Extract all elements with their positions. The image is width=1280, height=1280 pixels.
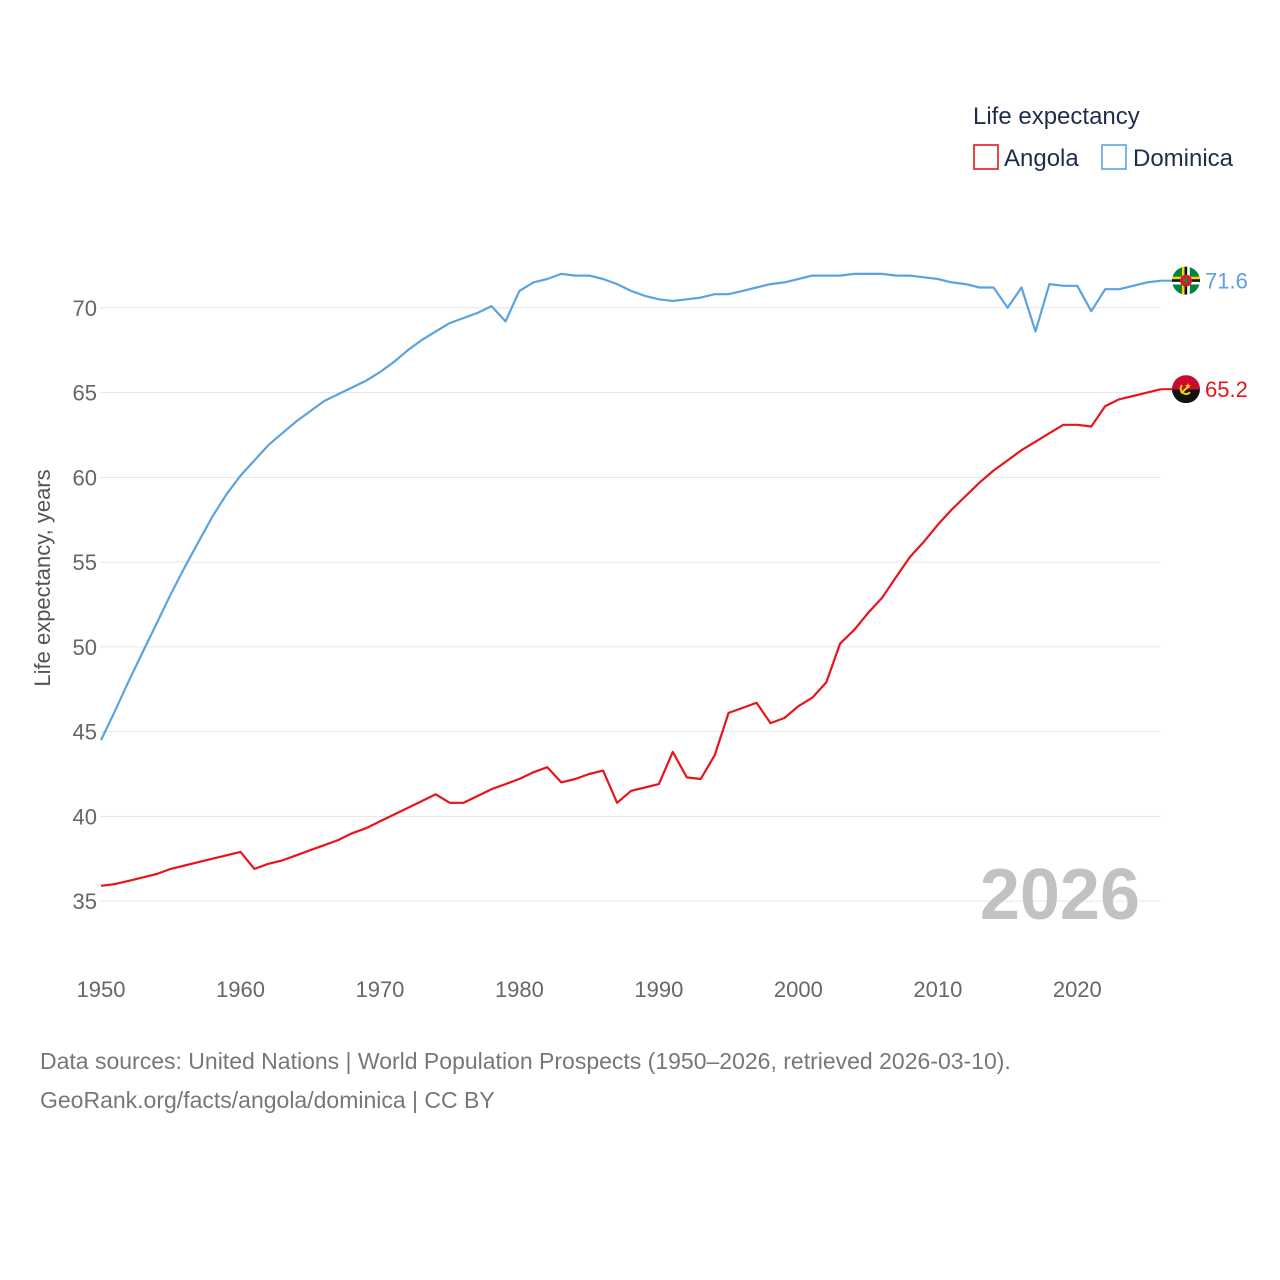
y-axis-ticks: 35 40 45 50 55 60 65 70 [73,296,97,914]
x-tick-label: 2020 [1053,977,1102,1002]
series-line-dominica [100,272,1162,741]
current-year-watermark: 2026 [980,855,1140,935]
end-label-dominica: 71.6 [1205,269,1248,294]
y-tick-label: 40 [73,804,97,829]
y-axis-title: Life expectancy, years [30,469,55,686]
y-tick-label: 50 [73,635,97,660]
y-tick-label: 65 [73,381,97,406]
y-tick-label: 45 [73,720,97,745]
x-tick-label: 2010 [913,977,962,1002]
legend-item-angola[interactable]: Angola [973,144,1079,172]
x-tick-label: 1960 [216,977,265,1002]
legend-label-angola: Angola [1004,145,1079,172]
legend-item-dominica[interactable]: Dominica [1101,144,1234,172]
legend-label-dominica: Dominica [1133,145,1234,172]
legend-swatch-angola [973,144,999,170]
y-tick-label: 35 [73,889,97,914]
y-tick-label: 60 [73,465,97,490]
source-link[interactable]: GeoRank.org/facts/angola/dominica | CC B… [40,1087,495,1113]
legend-title: Life expectancy [973,103,1140,130]
angola-flag-icon [1172,375,1200,404]
end-marker-dominica: 71.6 [1161,266,1248,295]
data-sources-note: Data sources: United Nations | World Pop… [40,1048,1011,1074]
footer: Data sources: United Nations | World Pop… [40,1042,1011,1120]
series-line-angola [100,388,1162,887]
life-expectancy-chart: 35 40 45 50 55 60 65 70 1950 1960 1970 1980 1990 200… [30,103,1248,1002]
legend-swatch-dominica [1101,144,1127,170]
x-tick-label: 1990 [634,977,683,1002]
y-tick-label: 70 [73,296,97,321]
x-axis-ticks: 1950 1960 1970 1980 1990 2000 2010 2020 [77,977,1102,1002]
end-marker-angola: 65.2 [1161,375,1248,404]
x-tick-label: 2000 [774,977,823,1002]
x-tick-label: 1980 [495,977,544,1002]
dominica-flag-icon [1172,266,1200,295]
legend: Life expectancy Angola Dominica [973,103,1234,172]
y-tick-label: 55 [73,550,97,575]
series-lines [100,272,1162,887]
x-tick-label: 1950 [77,977,126,1002]
x-tick-label: 1970 [355,977,404,1002]
end-label-angola: 65.2 [1205,377,1248,402]
gridlines [100,307,1161,902]
